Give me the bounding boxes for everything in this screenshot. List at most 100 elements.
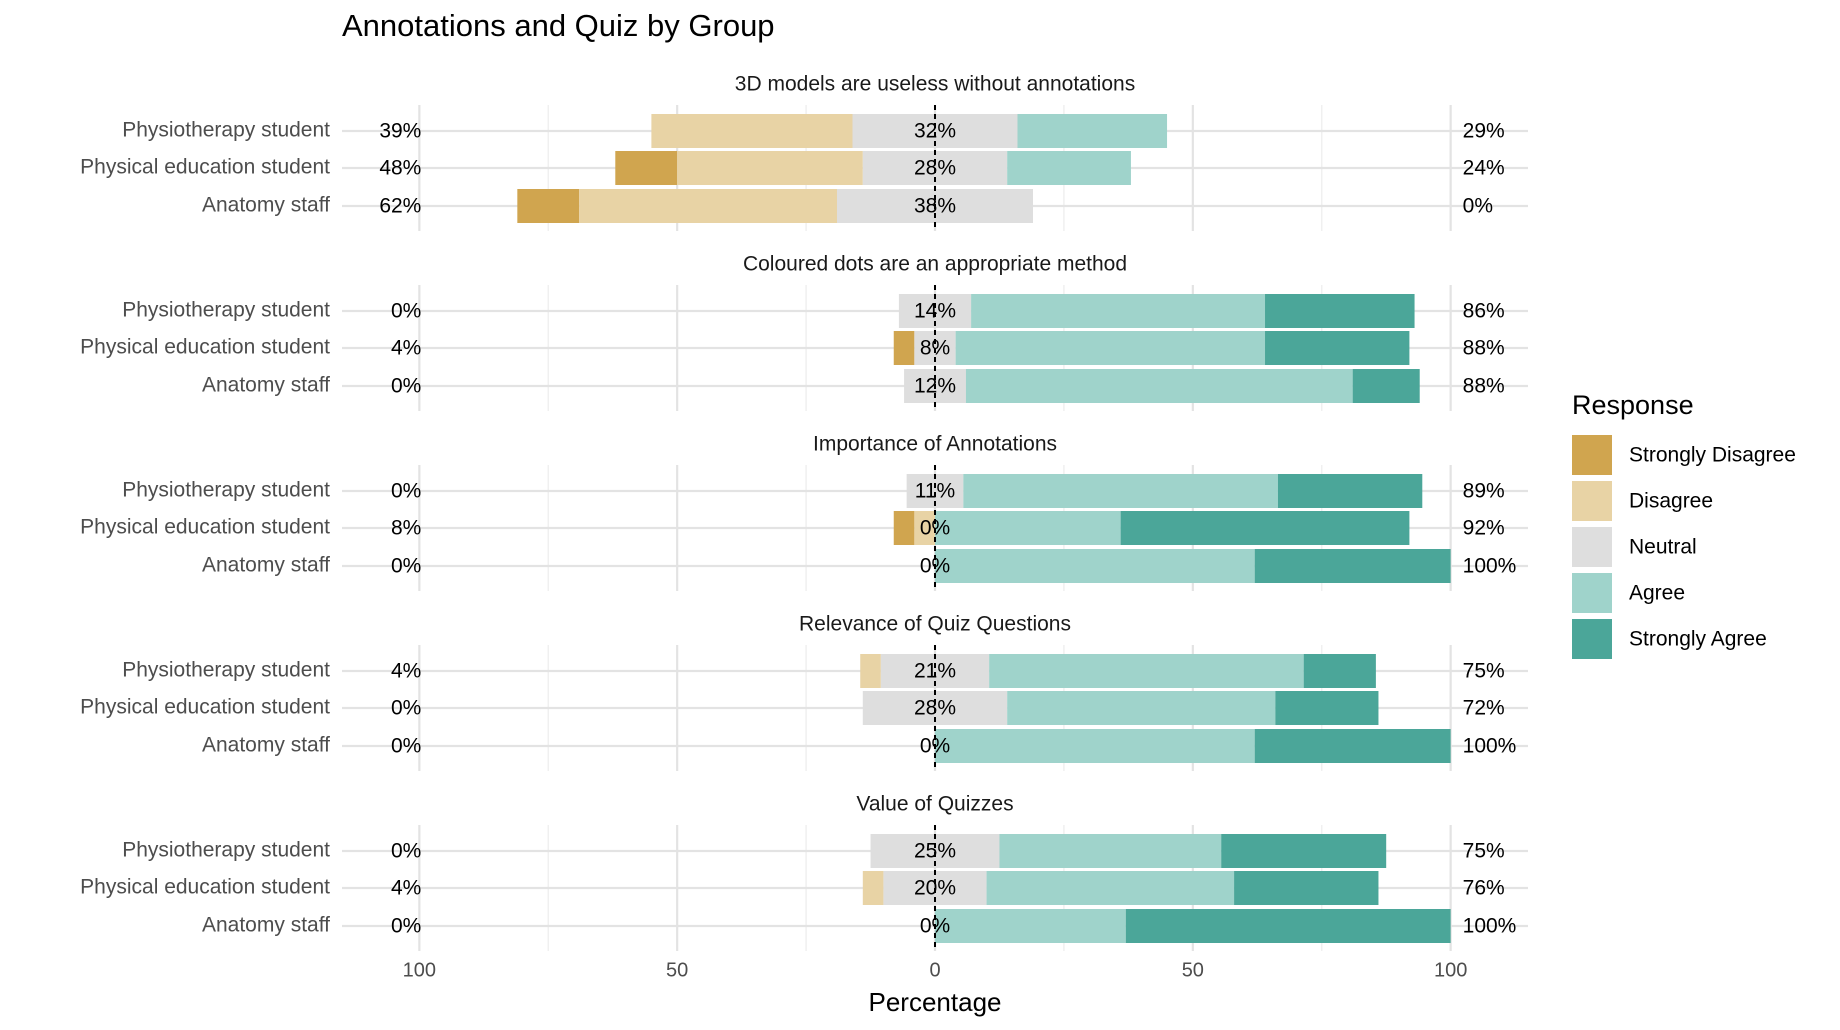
bar-segment bbox=[989, 654, 1304, 688]
x-axis-label: Percentage bbox=[869, 987, 1002, 1017]
legend-key bbox=[1572, 619, 1612, 659]
bar-segment bbox=[999, 834, 1222, 868]
low-total-label: 48% bbox=[379, 157, 421, 180]
legend-key bbox=[1572, 435, 1612, 475]
category-label: Physical education student bbox=[80, 876, 330, 899]
category-label: Physical education student bbox=[80, 696, 330, 719]
bar-segment bbox=[677, 151, 863, 185]
bar-segment bbox=[963, 474, 1278, 508]
category-label: Physiotherapy student bbox=[122, 479, 330, 502]
high-total-label: 100% bbox=[1463, 915, 1517, 938]
legend-key bbox=[1572, 527, 1612, 567]
category-label: Anatomy staff bbox=[202, 194, 330, 217]
high-total-label: 76% bbox=[1463, 877, 1505, 900]
bar-segment bbox=[935, 909, 1126, 943]
legend-label: Strongly Disagree bbox=[1629, 444, 1796, 467]
category-label: Physiotherapy student bbox=[122, 659, 330, 682]
bar-segment bbox=[1007, 691, 1276, 725]
bar-segment bbox=[955, 331, 1266, 365]
category-label: Physical education student bbox=[80, 336, 330, 359]
legend-key bbox=[1572, 481, 1612, 521]
high-total-label: 75% bbox=[1463, 840, 1505, 863]
x-tick-label: 0 bbox=[929, 959, 940, 981]
category-label: Physical education student bbox=[80, 156, 330, 179]
legend-label: Neutral bbox=[1629, 536, 1697, 559]
low-total-label: 4% bbox=[391, 337, 421, 360]
x-tick-label: 50 bbox=[666, 959, 688, 981]
low-total-label: 39% bbox=[379, 120, 421, 143]
category-label: Anatomy staff bbox=[202, 554, 330, 577]
bar-segment bbox=[1254, 729, 1451, 763]
category-label: Anatomy staff bbox=[202, 914, 330, 937]
panel-title: 3D models are useless without annotation… bbox=[735, 73, 1135, 96]
bar-segment bbox=[965, 369, 1353, 403]
neutral-label: 32% bbox=[914, 120, 956, 143]
panel: 3D models are useless without annotation… bbox=[80, 73, 1528, 231]
panel: Importance of Annotations Physiotherapy s… bbox=[80, 433, 1528, 591]
legend-label: Agree bbox=[1629, 582, 1685, 605]
category-label: Anatomy staff bbox=[202, 734, 330, 757]
bar-segment bbox=[935, 729, 1255, 763]
bar-segment bbox=[893, 511, 915, 545]
bar-segment bbox=[935, 549, 1255, 583]
high-total-label: 89% bbox=[1463, 480, 1505, 503]
high-total-label: 86% bbox=[1463, 300, 1505, 323]
bar-segment bbox=[986, 871, 1235, 905]
low-total-label: 0% bbox=[391, 300, 421, 323]
neutral-label: 25% bbox=[914, 840, 956, 863]
panel: Value of Quizzes Physiotherapy student 25%… bbox=[80, 793, 1528, 951]
low-total-label: 0% bbox=[391, 840, 421, 863]
x-tick-label: 100 bbox=[403, 959, 436, 981]
high-total-label: 0% bbox=[1463, 195, 1493, 218]
x-tick-label: 100 bbox=[1434, 959, 1467, 981]
high-total-label: 88% bbox=[1463, 337, 1505, 360]
bar-segment bbox=[971, 294, 1266, 328]
bar-segment bbox=[579, 189, 838, 223]
category-label: Physiotherapy student bbox=[122, 839, 330, 862]
legend-title: Response bbox=[1572, 390, 1694, 420]
bar-segment bbox=[615, 151, 678, 185]
bar-segment bbox=[1017, 114, 1168, 148]
low-total-label: 0% bbox=[391, 735, 421, 758]
high-total-label: 100% bbox=[1463, 555, 1517, 578]
category-label: Physical education student bbox=[80, 516, 330, 539]
high-total-label: 75% bbox=[1463, 660, 1505, 683]
bar-segment bbox=[517, 189, 580, 223]
neutral-label: 14% bbox=[914, 300, 956, 323]
legend-key bbox=[1572, 573, 1612, 613]
bar-segment bbox=[1254, 549, 1451, 583]
panel-title: Value of Quizzes bbox=[856, 793, 1013, 816]
neutral-label: 11% bbox=[915, 480, 955, 503]
panel-title: Coloured dots are an appropriate method bbox=[743, 253, 1127, 276]
legend-label: Disagree bbox=[1629, 490, 1713, 513]
bar-segment bbox=[1265, 294, 1415, 328]
panel: Coloured dots are an appropriate method P… bbox=[80, 253, 1528, 411]
bar-segment bbox=[860, 654, 881, 688]
panel: Relevance of Quiz Questions Physiotherapy… bbox=[80, 613, 1528, 771]
category-label: Physiotherapy student bbox=[122, 299, 330, 322]
low-total-label: 0% bbox=[391, 915, 421, 938]
high-total-label: 72% bbox=[1463, 697, 1505, 720]
bar-segment bbox=[914, 511, 935, 545]
bar-segment bbox=[1303, 654, 1376, 688]
bar-segment bbox=[1352, 369, 1420, 403]
low-total-label: 0% bbox=[391, 375, 421, 398]
low-total-label: 62% bbox=[379, 195, 421, 218]
bar-segment bbox=[1221, 834, 1387, 868]
bar-segment bbox=[893, 331, 915, 365]
high-total-label: 24% bbox=[1463, 157, 1505, 180]
low-total-label: 8% bbox=[391, 517, 421, 540]
low-total-label: 0% bbox=[391, 697, 421, 720]
legend-label: Strongly Agree bbox=[1629, 628, 1767, 651]
x-tick-label: 50 bbox=[1182, 959, 1204, 981]
bar-segment bbox=[1265, 331, 1410, 365]
bar-segment bbox=[1007, 151, 1131, 185]
low-total-label: 0% bbox=[391, 555, 421, 578]
chart-title: Annotations and Quiz by Group bbox=[342, 8, 775, 43]
panel-title: Relevance of Quiz Questions bbox=[799, 613, 1071, 636]
category-label: Physiotherapy student bbox=[122, 119, 330, 142]
bar-segment bbox=[1125, 909, 1451, 943]
bar-segment bbox=[935, 511, 1121, 545]
